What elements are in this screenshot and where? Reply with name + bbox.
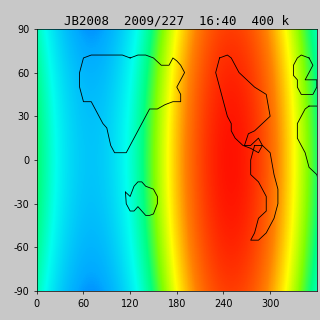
Title: JB2008  2009/227  16:40  400 k: JB2008 2009/227 16:40 400 k	[64, 15, 289, 28]
